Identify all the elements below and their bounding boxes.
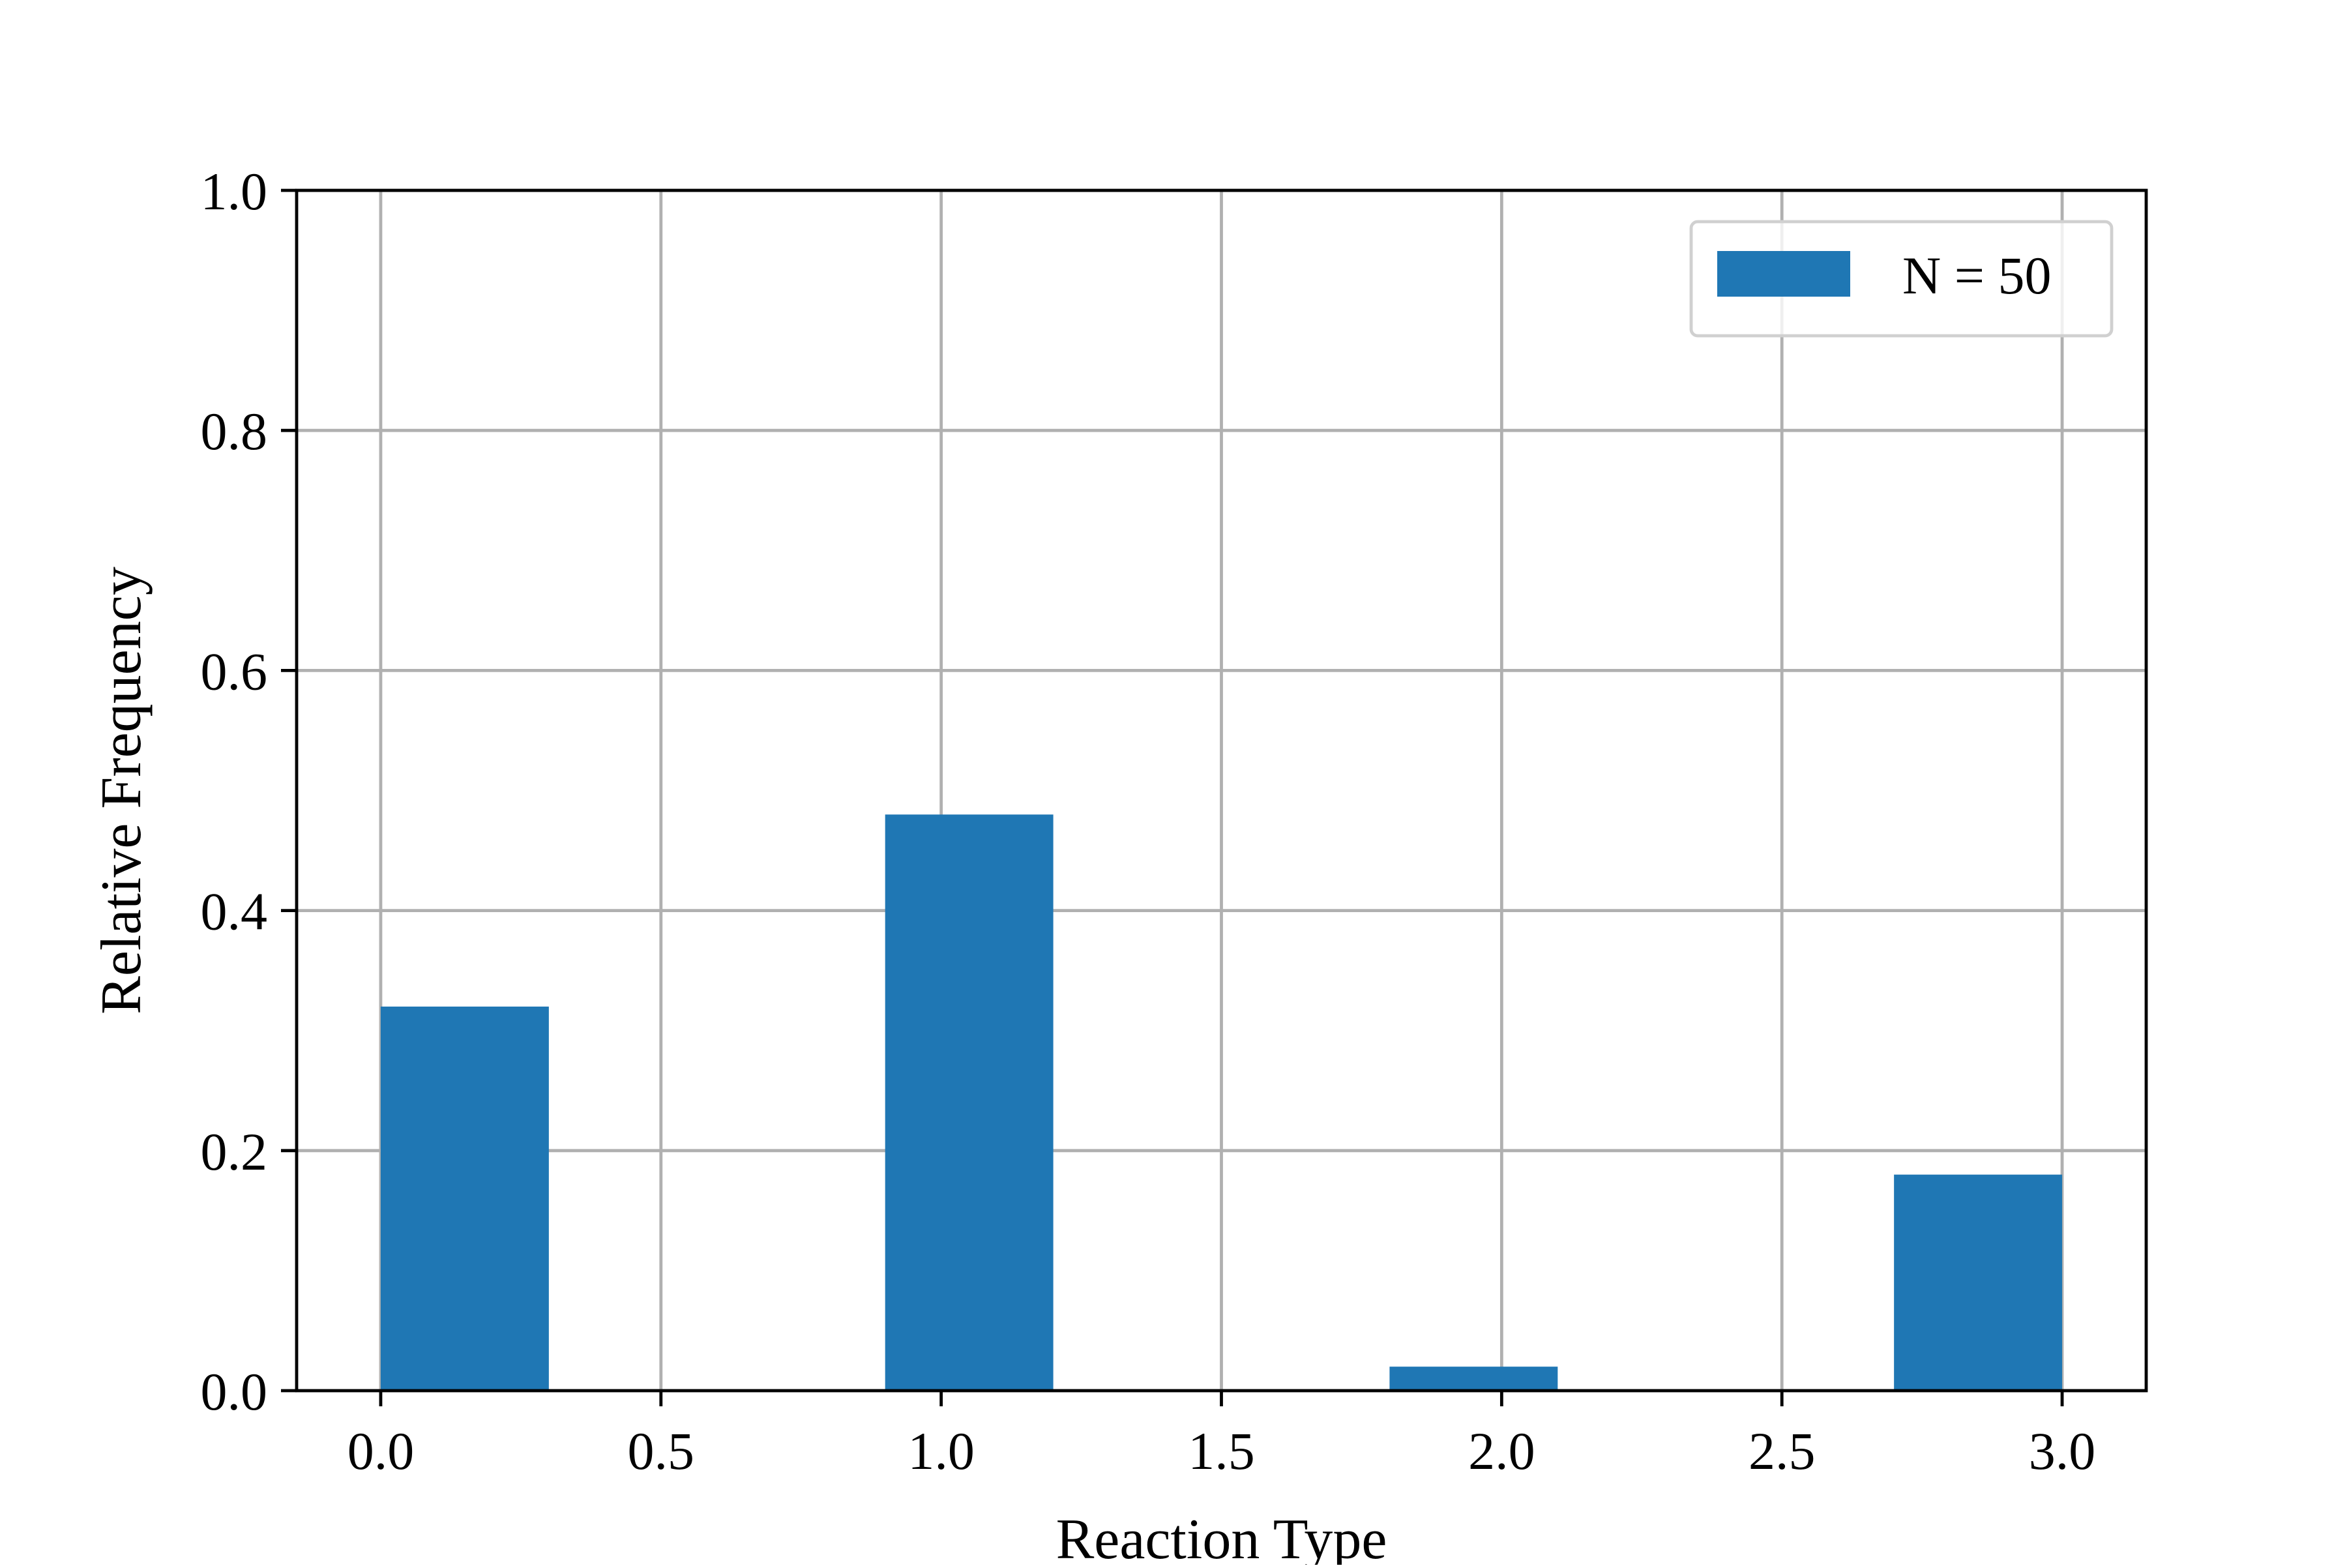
y-tick-label: 0.2 bbox=[201, 1122, 268, 1181]
x-axis-label: Reaction Type bbox=[1056, 1508, 1387, 1565]
bars bbox=[380, 814, 2063, 1391]
legend: N = 50 bbox=[1689, 220, 2114, 338]
ticks: 0.0 0.5 1.0 1.5 2.0 2.5 3.0 0.0 0.2 0.4 0.6 0.8 1.0 bbox=[201, 162, 2096, 1481]
bar bbox=[1389, 1367, 1558, 1391]
x-tick-label: 3.0 bbox=[2029, 1421, 2096, 1481]
bar bbox=[1894, 1174, 2063, 1391]
y-tick-label: 0.0 bbox=[201, 1362, 268, 1421]
y-axis-label: Relative Frequency bbox=[90, 567, 153, 1014]
y-tick-label: 0.6 bbox=[201, 642, 268, 701]
legend-box bbox=[1689, 220, 2114, 338]
x-tick-label: 0.0 bbox=[347, 1421, 415, 1481]
y-tick-label: 0.4 bbox=[201, 882, 268, 941]
legend-label: N = 50 bbox=[1902, 246, 2051, 305]
bar bbox=[380, 1006, 549, 1391]
legend-swatch bbox=[1717, 251, 1850, 297]
x-tick-label: 0.5 bbox=[628, 1421, 695, 1481]
grid bbox=[297, 188, 2146, 1393]
bar bbox=[885, 814, 1054, 1391]
y-tick-label: 0.8 bbox=[201, 402, 268, 461]
x-tick-label: 2.5 bbox=[1749, 1421, 1816, 1481]
y-tick-label: 1.0 bbox=[201, 162, 268, 221]
x-tick-label: 1.5 bbox=[1188, 1421, 1255, 1481]
x-tick-label: 2.0 bbox=[1468, 1421, 1535, 1481]
x-tick-label: 1.0 bbox=[908, 1421, 975, 1481]
